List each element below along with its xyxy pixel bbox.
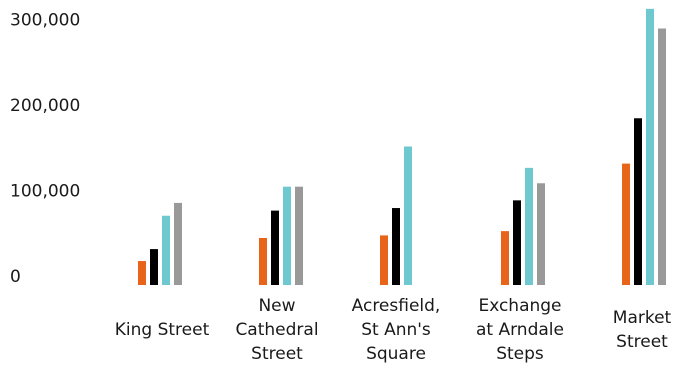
bar (392, 208, 400, 285)
bar (658, 28, 666, 285)
y-tick-label: 0 (10, 267, 21, 287)
bar (295, 186, 303, 285)
x-category-label: at Arndale (476, 320, 564, 340)
x-category-label: Street (251, 344, 303, 364)
y-axis: 0 100,000 200,000 300,000 (10, 11, 80, 288)
bar (513, 200, 521, 285)
bar (174, 202, 182, 285)
x-category-label: King Street (115, 320, 210, 340)
bar (634, 118, 642, 286)
x-category-label: Acresfield, (352, 296, 441, 316)
x-category-label: Exchange (478, 296, 561, 316)
bar (150, 249, 158, 285)
x-category-label: New (258, 296, 295, 316)
bars (138, 8, 666, 286)
y-tick-label: 300,000 (10, 11, 80, 31)
bar (404, 146, 412, 285)
bar (283, 186, 291, 285)
bar (501, 231, 509, 285)
x-category-label: Market (613, 308, 672, 328)
bar (646, 8, 654, 286)
x-category-label: Street (616, 332, 668, 352)
bar (380, 235, 388, 285)
bar (162, 215, 170, 285)
x-category-label: Steps (496, 344, 544, 364)
x-category-label: Square (366, 344, 426, 364)
y-tick-label: 100,000 (10, 182, 80, 202)
bar (259, 237, 267, 285)
bar (525, 167, 533, 285)
x-category-label: Cathedral (235, 320, 318, 340)
bar (537, 183, 545, 285)
y-tick-label: 200,000 (10, 96, 80, 116)
bar (622, 163, 630, 285)
x-category-label: St Ann's (361, 320, 431, 340)
x-axis: King Street New Cathedral Street Acresfield,… (115, 296, 672, 364)
bar (271, 210, 279, 285)
bar (138, 261, 146, 285)
